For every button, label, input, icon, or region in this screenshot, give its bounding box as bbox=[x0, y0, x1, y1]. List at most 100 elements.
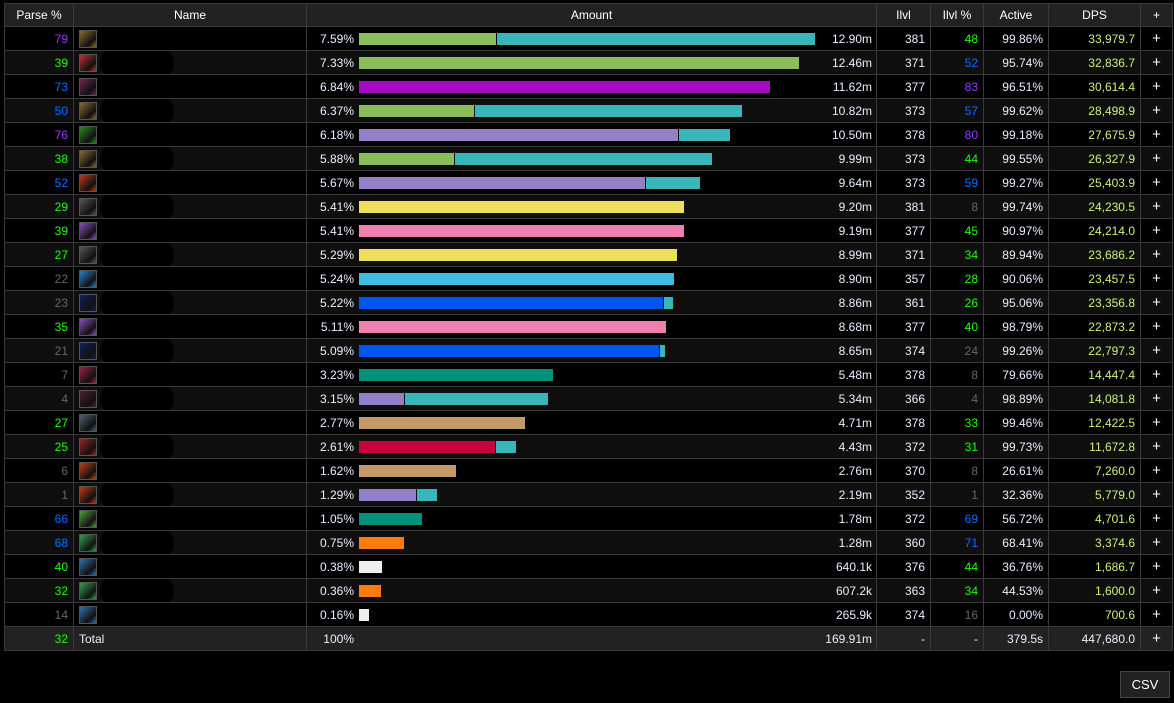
amount-cell: 6.84% 11.62m bbox=[306, 74, 877, 99]
header-add-column[interactable]: + bbox=[1140, 3, 1173, 27]
table-row[interactable]: 35 5.11% 8.68m 377 40 98.79% 22,873.2 + bbox=[4, 314, 1173, 339]
header-amount[interactable]: Amount bbox=[306, 3, 877, 27]
player-name-cell[interactable] bbox=[73, 218, 307, 243]
player-name-cell[interactable] bbox=[73, 266, 307, 291]
table-row[interactable]: 27 2.77% 4.71m 378 33 99.46% 12,422.5 + bbox=[4, 410, 1173, 435]
parse-percent: 21 bbox=[4, 338, 74, 363]
player-name-cell[interactable] bbox=[73, 170, 307, 195]
player-name-cell[interactable] bbox=[73, 146, 307, 171]
header-name[interactable]: Name bbox=[73, 3, 307, 27]
table-row[interactable]: 52 5.67% 9.64m 373 59 99.27% 25,403.9 + bbox=[4, 170, 1173, 195]
player-name-cell[interactable] bbox=[73, 74, 307, 99]
warrior-spec-icon bbox=[79, 413, 97, 432]
total-expand-button[interactable]: + bbox=[1140, 626, 1173, 651]
header-parse[interactable]: Parse % bbox=[4, 3, 74, 27]
table-row[interactable]: 39 5.41% 9.19m 377 45 90.97% 24,214.0 + bbox=[4, 218, 1173, 243]
table-row[interactable]: 27 5.29% 8.99m 371 34 89.94% 23,686.2 + bbox=[4, 242, 1173, 267]
expand-row-button[interactable]: + bbox=[1140, 362, 1173, 387]
player-name-cell[interactable] bbox=[73, 194, 307, 219]
player-name-cell[interactable] bbox=[73, 122, 307, 147]
amount-cell: 6.37% 10.82m bbox=[306, 98, 877, 123]
header-dps[interactable]: DPS bbox=[1048, 3, 1141, 27]
dps-value: 14,081.8 bbox=[1048, 386, 1141, 411]
table-row[interactable]: 39 7.33% 12.46m 371 52 95.74% 32,836.7 + bbox=[4, 50, 1173, 75]
bar-segment bbox=[359, 584, 381, 597]
table-row[interactable]: 6 1.62% 2.76m 370 8 26.61% 7,260.0 + bbox=[4, 458, 1173, 483]
expand-row-button[interactable]: + bbox=[1140, 242, 1173, 267]
csv-export-button[interactable]: CSV bbox=[1120, 671, 1170, 698]
expand-row-button[interactable]: + bbox=[1140, 170, 1173, 195]
table-row[interactable]: 32 0.36% 607.2k 363 34 44.53% 1,600.0 + bbox=[4, 578, 1173, 603]
player-name-cell[interactable] bbox=[73, 482, 307, 507]
expand-row-button[interactable]: + bbox=[1140, 314, 1173, 339]
expand-row-button[interactable]: + bbox=[1140, 386, 1173, 411]
expand-row-button[interactable]: + bbox=[1140, 26, 1173, 51]
player-name-cell[interactable] bbox=[73, 362, 307, 387]
player-name-cell[interactable] bbox=[73, 554, 307, 579]
table-row[interactable]: 29 5.41% 9.20m 381 8 99.74% 24,230.5 + bbox=[4, 194, 1173, 219]
header-ilvl-pct[interactable]: Ilvl % bbox=[930, 3, 984, 27]
amount-percent: 1.05% bbox=[319, 511, 354, 526]
expand-row-button[interactable]: + bbox=[1140, 434, 1173, 459]
expand-row-button[interactable]: + bbox=[1140, 122, 1173, 147]
player-name-cell[interactable] bbox=[73, 434, 307, 459]
table-row[interactable]: 25 2.61% 4.43m 372 31 99.73% 11,672.8 + bbox=[4, 434, 1173, 459]
table-row[interactable]: 68 0.75% 1.28m 360 71 68.41% 3,374.6 + bbox=[4, 530, 1173, 555]
header-ilvl[interactable]: Ilvl bbox=[876, 3, 931, 27]
player-name-cell[interactable] bbox=[73, 410, 307, 435]
table-row[interactable]: 14 0.16% 265.9k 374 16 0.00% 700.6 + bbox=[4, 602, 1173, 627]
table-row[interactable]: 7 3.23% 5.48m 378 8 79.66% 14,447.4 + bbox=[4, 362, 1173, 387]
table-row[interactable]: 40 0.38% 640.1k 376 44 36.76% 1,686.7 + bbox=[4, 554, 1173, 579]
expand-row-button[interactable]: + bbox=[1140, 410, 1173, 435]
player-name-cell[interactable] bbox=[73, 530, 307, 555]
player-name-cell[interactable] bbox=[73, 26, 307, 51]
expand-row-button[interactable]: + bbox=[1140, 602, 1173, 627]
expand-row-button[interactable]: + bbox=[1140, 482, 1173, 507]
player-name-cell[interactable] bbox=[73, 314, 307, 339]
ilvl: 372 bbox=[876, 506, 931, 531]
player-name-cell[interactable] bbox=[73, 338, 307, 363]
amount-cell: 2.61% 4.43m bbox=[306, 434, 877, 459]
player-name-cell[interactable] bbox=[73, 602, 307, 627]
player-name-cell[interactable] bbox=[73, 458, 307, 483]
expand-row-button[interactable]: + bbox=[1140, 146, 1173, 171]
expand-row-button[interactable]: + bbox=[1140, 50, 1173, 75]
player-name-cell[interactable] bbox=[73, 50, 307, 75]
table-row[interactable]: 50 6.37% 10.82m 373 57 99.62% 28,498.9 + bbox=[4, 98, 1173, 123]
table-row[interactable]: 76 6.18% 10.50m 378 80 99.18% 27,675.9 + bbox=[4, 122, 1173, 147]
header-active[interactable]: Active bbox=[983, 3, 1049, 27]
table-row[interactable]: 22 5.24% 8.90m 357 28 90.06% 23,457.5 + bbox=[4, 266, 1173, 291]
expand-row-button[interactable]: + bbox=[1140, 554, 1173, 579]
expand-row-button[interactable]: + bbox=[1140, 530, 1173, 555]
player-name-cell[interactable] bbox=[73, 290, 307, 315]
table-row[interactable]: 66 1.05% 1.78m 372 69 56.72% 4,701.6 + bbox=[4, 506, 1173, 531]
damage-done-table: Parse % Name Amount Ilvl Ilvl % Active D… bbox=[4, 3, 1173, 651]
expand-row-button[interactable]: + bbox=[1140, 218, 1173, 243]
player-name-cell[interactable] bbox=[73, 98, 307, 123]
bar-segment bbox=[664, 296, 673, 309]
expand-row-button[interactable]: + bbox=[1140, 338, 1173, 363]
expand-row-button[interactable]: + bbox=[1140, 266, 1173, 291]
table-row[interactable]: 4 3.15% 5.34m 366 4 98.89% 14,081.8 + bbox=[4, 386, 1173, 411]
amount-bar bbox=[359, 344, 815, 357]
expand-row-button[interactable]: + bbox=[1140, 98, 1173, 123]
expand-row-button[interactable]: + bbox=[1140, 506, 1173, 531]
expand-row-button[interactable]: + bbox=[1140, 194, 1173, 219]
ilvl-percent: 33 bbox=[930, 410, 984, 435]
player-name-cell[interactable] bbox=[73, 386, 307, 411]
table-row[interactable]: 38 5.88% 9.99m 373 44 99.55% 26,327.9 + bbox=[4, 146, 1173, 171]
expand-row-button[interactable]: + bbox=[1140, 74, 1173, 99]
player-name-cell[interactable] bbox=[73, 242, 307, 267]
table-row[interactable]: 21 5.09% 8.65m 374 24 99.26% 22,797.3 + bbox=[4, 338, 1173, 363]
player-name-cell[interactable] bbox=[73, 506, 307, 531]
table-row[interactable]: 79 7.59% 12.90m 381 48 99.86% 33,979.7 + bbox=[4, 26, 1173, 51]
player-name-cell[interactable] bbox=[73, 578, 307, 603]
table-row[interactable]: 1 1.29% 2.19m 352 1 32.36% 5,779.0 + bbox=[4, 482, 1173, 507]
expand-row-button[interactable]: + bbox=[1140, 458, 1173, 483]
amount-value: 8.99m bbox=[838, 247, 872, 262]
table-row[interactable]: 23 5.22% 8.86m 361 26 95.06% 23,356.8 + bbox=[4, 290, 1173, 315]
expand-row-button[interactable]: + bbox=[1140, 290, 1173, 315]
amount-percent: 2.77% bbox=[319, 415, 354, 430]
table-row[interactable]: 73 6.84% 11.62m 377 83 96.51% 30,614.4 + bbox=[4, 74, 1173, 99]
expand-row-button[interactable]: + bbox=[1140, 578, 1173, 603]
